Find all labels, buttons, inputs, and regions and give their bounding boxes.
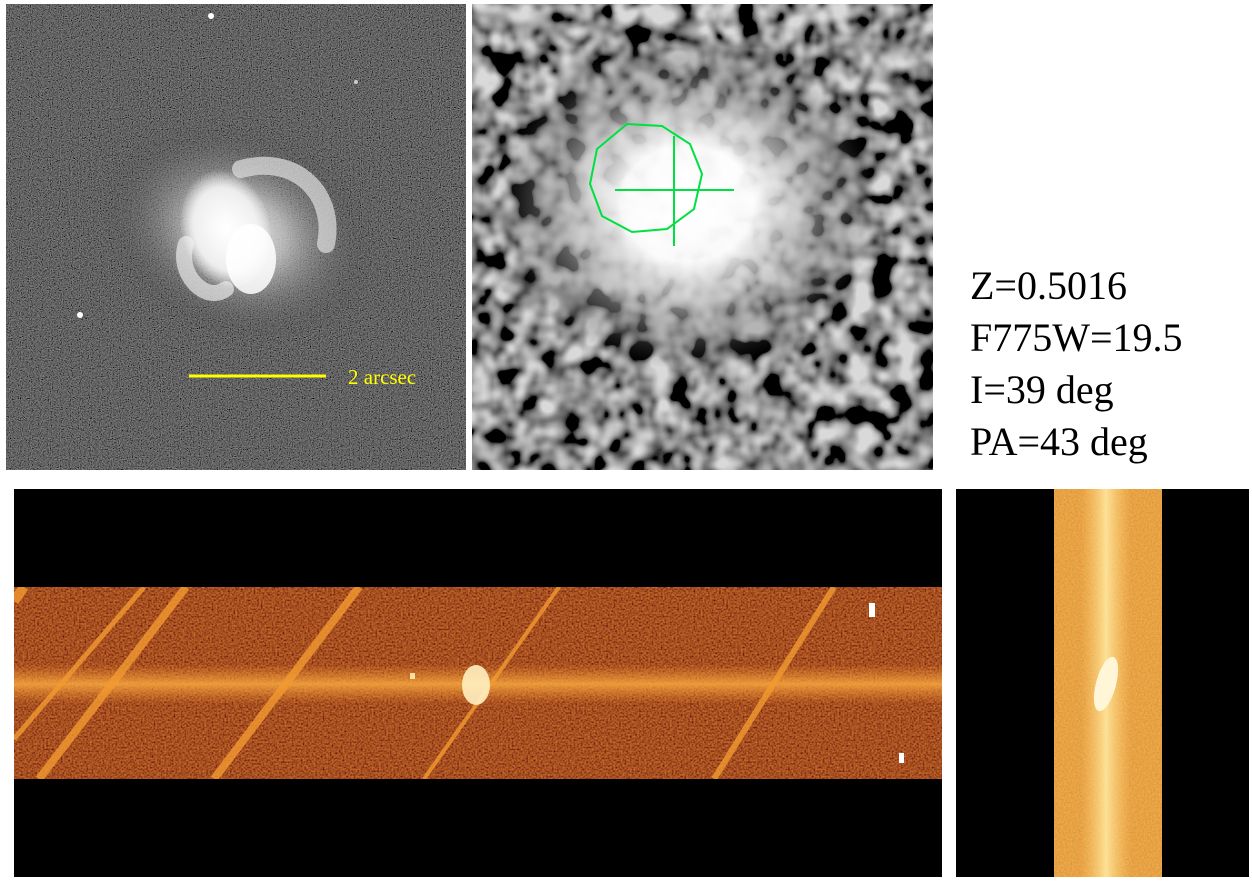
hot-pixel <box>899 753 904 763</box>
zoomed-spectrum <box>956 489 1249 877</box>
sky-lines <box>14 587 837 779</box>
hot-pixel <box>410 673 415 679</box>
smoothed-galaxy-svg <box>472 4 933 470</box>
spectrum-strip <box>14 587 942 779</box>
hst-galaxy-svg: 2 arcsec <box>6 4 466 470</box>
hot-pixel <box>869 603 875 617</box>
redshift-value: Z=0.5016 <box>970 263 1127 308</box>
aperture-circle <box>588 122 704 234</box>
inclination-value: I=39 deg <box>970 367 1114 412</box>
zoomed-spectrum-svg <box>956 489 1249 877</box>
galaxy-parameters: Z=0.5016 F775W=19.5 I=39 deg PA=43 deg <box>970 260 1240 468</box>
galaxy-core-lobe <box>226 224 276 294</box>
smoothed-galaxy-glow <box>497 39 877 369</box>
zoomed-emission-line <box>1093 656 1119 712</box>
field-star <box>354 80 358 84</box>
magnitude-value: F775W=19.5 <box>970 315 1183 360</box>
field-star <box>208 13 214 19</box>
spiral-arm-upper <box>232 156 337 253</box>
hst-galaxy-image: 2 arcsec <box>6 4 466 470</box>
emission-line-knot <box>462 665 490 705</box>
zoomed-spectrum-strip <box>1054 489 1162 877</box>
spiral-arm-lower <box>176 236 234 301</box>
two-d-spectrum <box>14 489 942 877</box>
field-star <box>77 312 83 318</box>
smoothed-galaxy-image <box>472 4 933 470</box>
scale-bar-label: 2 arcsec <box>348 365 416 389</box>
position-angle-value: PA=43 deg <box>970 419 1148 464</box>
two-d-spectrum-svg <box>14 489 942 877</box>
